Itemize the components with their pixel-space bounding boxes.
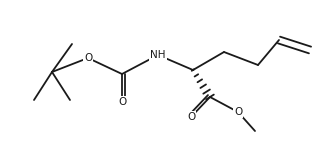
Text: O: O: [84, 53, 92, 63]
Text: O: O: [234, 107, 242, 117]
Text: O: O: [187, 112, 195, 122]
Text: O: O: [118, 97, 126, 107]
Text: NH: NH: [150, 50, 166, 60]
